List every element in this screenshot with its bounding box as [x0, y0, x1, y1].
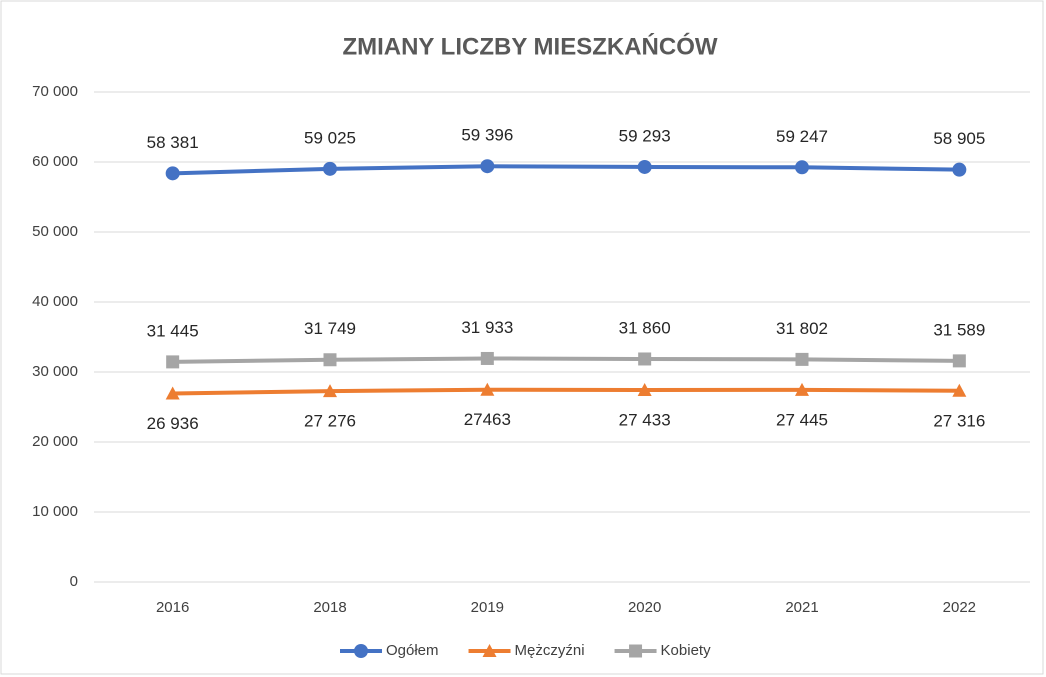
- data-label: 31 860: [619, 318, 671, 337]
- y-tick-label: 40 000: [32, 293, 78, 310]
- data-point: [480, 382, 495, 396]
- data-point: [952, 162, 967, 177]
- series-line: [172, 356, 960, 364]
- data-point: [795, 352, 809, 366]
- x-tick-label: 2020: [628, 599, 661, 616]
- data-point: [638, 352, 652, 366]
- y-tick-label: 70 000: [32, 83, 78, 100]
- data-point: [166, 355, 180, 369]
- data-point: [952, 383, 967, 397]
- data-point: [480, 351, 494, 365]
- legend-label: Kobiety: [661, 642, 712, 659]
- y-tick-label: 10 000: [32, 503, 78, 520]
- series-line: [172, 164, 960, 176]
- data-label: 31 749: [304, 319, 356, 338]
- data-point: [795, 382, 809, 396]
- data-label: 58 905: [933, 129, 985, 148]
- data-label: 31 445: [147, 321, 199, 340]
- y-tick-label: 60 000: [32, 153, 78, 170]
- legend-label: Mężczyźni: [515, 642, 585, 659]
- x-tick-label: 2018: [313, 599, 346, 616]
- data-label: 59 247: [776, 127, 828, 146]
- y-tick-label: 30 000: [32, 363, 78, 380]
- y-tick-label: 50 000: [32, 223, 78, 240]
- data-point: [795, 160, 809, 175]
- data-label: 31 589: [933, 320, 985, 339]
- data-label: 27 433: [619, 410, 671, 429]
- x-tick-label: 2022: [943, 599, 976, 616]
- data-label: 59 025: [304, 128, 356, 147]
- x-tick-label: 2019: [471, 599, 504, 616]
- data-point: [952, 354, 966, 368]
- data-label: 31 802: [776, 319, 828, 338]
- data-label: 27 445: [776, 410, 828, 429]
- x-tick-label: 2021: [785, 599, 818, 616]
- y-tick-label: 0: [70, 573, 78, 590]
- data-point: [637, 382, 652, 396]
- legend-marker: [354, 644, 368, 658]
- data-point: [323, 161, 337, 176]
- data-label: 59 293: [619, 126, 671, 145]
- legend-marker: [482, 644, 497, 657]
- data-point: [165, 166, 180, 181]
- chart-title: ZMIANY LICZBY MIESZKAŃCÓW: [342, 32, 717, 60]
- y-tick-label: 20 000: [32, 433, 78, 450]
- data-label: 26 936: [147, 414, 199, 433]
- legend-label: Ogółem: [386, 642, 439, 659]
- data-point: [165, 386, 180, 400]
- data-label: 58 381: [147, 133, 199, 152]
- data-label: 27 276: [304, 412, 356, 431]
- legend-marker: [629, 644, 643, 658]
- data-point: [480, 159, 495, 174]
- data-label: 59 396: [461, 126, 513, 145]
- series-line: [172, 387, 960, 396]
- data-label: 31 933: [461, 318, 513, 337]
- data-point: [323, 353, 337, 367]
- data-point: [323, 384, 337, 398]
- data-label: 27463: [464, 410, 511, 429]
- x-tick-label: 2016: [156, 599, 189, 616]
- data-label: 27 316: [933, 411, 985, 430]
- data-point: [637, 159, 652, 174]
